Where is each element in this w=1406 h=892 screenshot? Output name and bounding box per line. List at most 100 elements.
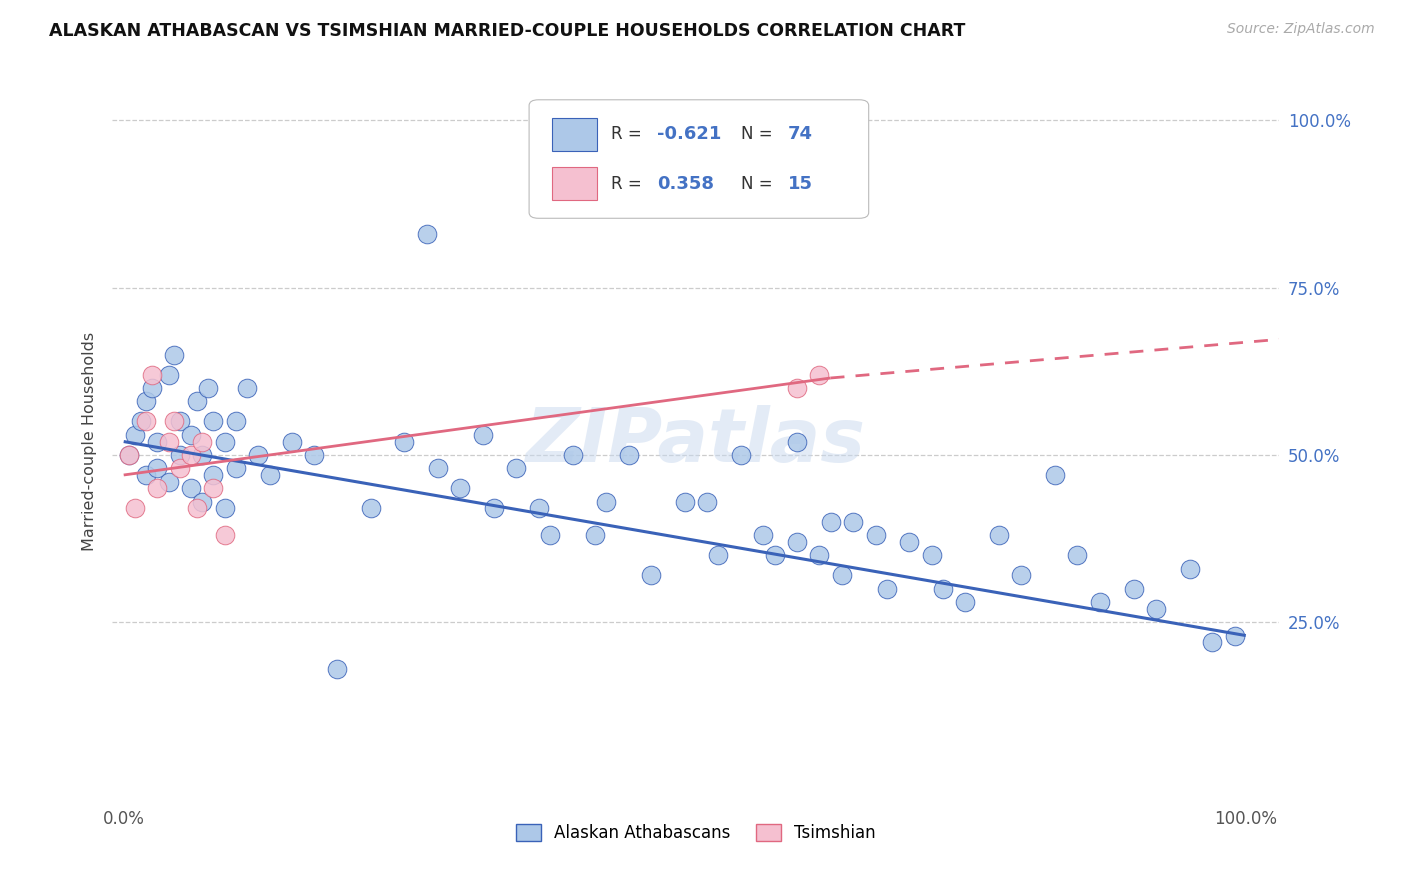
Point — [865, 528, 887, 542]
Point — [808, 548, 831, 563]
Point — [921, 548, 943, 563]
Point — [118, 448, 141, 462]
Text: ZIPatlas: ZIPatlas — [526, 405, 866, 478]
Point — [180, 428, 202, 442]
Point — [118, 448, 141, 462]
Point — [180, 482, 202, 496]
Point — [169, 461, 191, 475]
Point — [202, 414, 225, 428]
Point — [214, 434, 236, 449]
Point — [163, 348, 186, 362]
Text: N =: N = — [741, 175, 779, 193]
Point — [157, 434, 180, 449]
Point — [527, 501, 550, 516]
Text: 0.358: 0.358 — [658, 175, 714, 193]
Point — [157, 368, 180, 382]
Point — [471, 428, 494, 442]
Point — [707, 548, 730, 563]
Point — [169, 414, 191, 428]
Point — [752, 528, 775, 542]
Point — [135, 414, 157, 428]
Point — [304, 448, 326, 462]
Point — [673, 494, 696, 508]
Point — [360, 501, 382, 516]
Point — [1223, 628, 1246, 642]
Point — [247, 448, 270, 462]
Point — [163, 414, 186, 428]
Point — [482, 501, 505, 516]
Point — [820, 515, 842, 529]
Point — [214, 528, 236, 542]
Point — [640, 568, 662, 582]
Point — [1088, 595, 1111, 609]
Text: Source: ZipAtlas.com: Source: ZipAtlas.com — [1227, 22, 1375, 37]
Point — [191, 494, 214, 508]
Point — [180, 448, 202, 462]
Point — [808, 368, 831, 382]
Point — [696, 494, 718, 508]
Point — [129, 414, 152, 428]
Point — [538, 528, 561, 542]
Point — [141, 381, 163, 395]
Point — [135, 394, 157, 409]
Text: R =: R = — [610, 175, 647, 193]
Point — [141, 368, 163, 382]
Point — [876, 582, 898, 596]
Text: -0.621: -0.621 — [658, 126, 721, 144]
Point — [1122, 582, 1144, 596]
Point — [214, 501, 236, 516]
Point — [394, 434, 416, 449]
Text: 15: 15 — [789, 175, 813, 193]
FancyBboxPatch shape — [529, 100, 869, 219]
Point — [786, 434, 808, 449]
Point — [157, 475, 180, 489]
Point — [225, 414, 247, 428]
Point — [169, 448, 191, 462]
Point — [1010, 568, 1032, 582]
Point — [124, 428, 146, 442]
Point — [191, 434, 214, 449]
Point — [786, 381, 808, 395]
Point — [898, 535, 921, 549]
Text: N =: N = — [741, 126, 779, 144]
Point — [763, 548, 786, 563]
Point — [426, 461, 449, 475]
Point — [1043, 467, 1066, 482]
Text: ALASKAN ATHABASCAN VS TSIMSHIAN MARRIED-COUPLE HOUSEHOLDS CORRELATION CHART: ALASKAN ATHABASCAN VS TSIMSHIAN MARRIED-… — [49, 22, 966, 40]
Point — [955, 595, 977, 609]
Point — [146, 482, 169, 496]
Point — [1144, 602, 1167, 616]
Point — [415, 227, 437, 242]
Point — [202, 482, 225, 496]
Point — [281, 434, 304, 449]
Point — [186, 394, 208, 409]
Point — [449, 482, 471, 496]
Point — [505, 461, 527, 475]
Point — [617, 448, 640, 462]
Legend: Alaskan Athabascans, Tsimshian: Alaskan Athabascans, Tsimshian — [509, 817, 883, 848]
Point — [225, 461, 247, 475]
Point — [1066, 548, 1088, 563]
Point — [842, 515, 865, 529]
Text: R =: R = — [610, 126, 647, 144]
Point — [146, 461, 169, 475]
Point — [135, 467, 157, 482]
Point — [236, 381, 259, 395]
Point — [561, 448, 583, 462]
Y-axis label: Married-couple Households: Married-couple Households — [82, 332, 97, 551]
Point — [786, 535, 808, 549]
FancyBboxPatch shape — [553, 118, 596, 151]
Point — [124, 501, 146, 516]
Point — [1178, 562, 1201, 576]
Point — [326, 662, 349, 676]
Point — [595, 494, 617, 508]
Point — [197, 381, 219, 395]
FancyBboxPatch shape — [553, 167, 596, 200]
Point — [932, 582, 955, 596]
Point — [831, 568, 853, 582]
Text: 74: 74 — [789, 126, 813, 144]
Point — [730, 448, 752, 462]
Point — [191, 448, 214, 462]
Point — [202, 467, 225, 482]
Point — [583, 528, 606, 542]
